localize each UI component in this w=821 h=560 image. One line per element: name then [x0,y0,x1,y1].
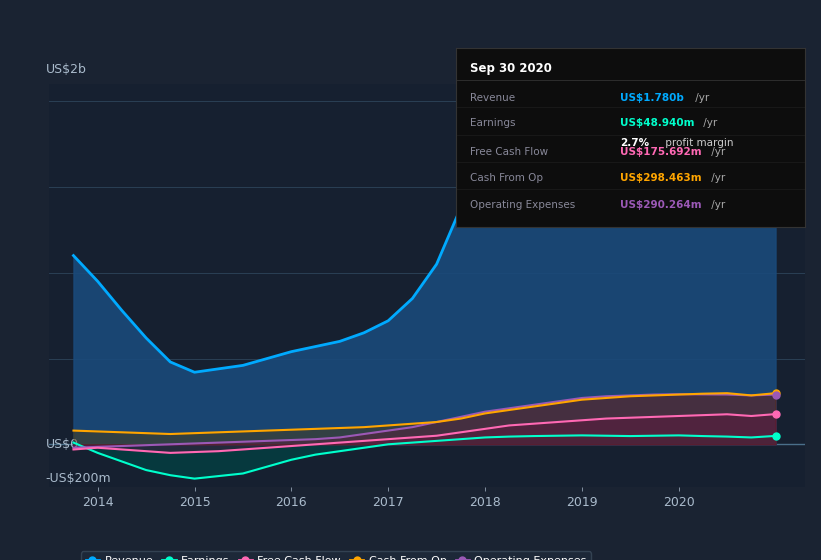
Text: US$298.463m: US$298.463m [620,174,701,184]
Text: Free Cash Flow: Free Cash Flow [470,147,548,157]
Text: /yr: /yr [708,200,725,211]
Text: /yr: /yr [692,93,709,103]
Text: US$48.940m: US$48.940m [620,118,694,128]
Text: US$290.264m: US$290.264m [620,200,701,211]
Text: Operating Expenses: Operating Expenses [470,200,575,211]
Text: Cash From Op: Cash From Op [470,174,543,184]
Text: Revenue: Revenue [470,93,515,103]
Text: US$2b: US$2b [45,63,86,76]
Text: US$1.780b: US$1.780b [620,93,684,103]
Text: /yr: /yr [708,174,725,184]
Text: 2.7%: 2.7% [620,138,649,148]
Text: Sep 30 2020: Sep 30 2020 [470,62,552,75]
Text: US$0: US$0 [45,438,79,451]
Text: US$175.692m: US$175.692m [620,147,701,157]
Legend: Revenue, Earnings, Free Cash Flow, Cash From Op, Operating Expenses: Revenue, Earnings, Free Cash Flow, Cash … [81,552,591,560]
Text: profit margin: profit margin [662,138,733,148]
Text: /yr: /yr [708,147,725,157]
Text: /yr: /yr [699,118,718,128]
Text: -US$200m: -US$200m [45,472,111,485]
Text: Earnings: Earnings [470,118,515,128]
